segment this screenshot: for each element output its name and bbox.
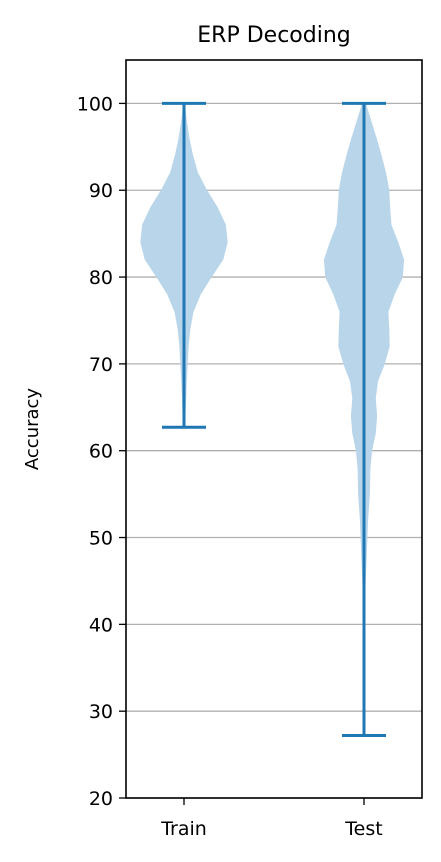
y-tick-label: 80 <box>89 267 113 289</box>
y-tick-label: 40 <box>89 614 113 636</box>
x-tick-label: Test <box>344 818 382 840</box>
x-axis: Train Test <box>160 798 383 840</box>
y-axis-label: Accuracy <box>22 388 43 471</box>
y-tick-label: 20 <box>89 788 113 810</box>
chart-title: ERP Decoding <box>197 23 350 48</box>
y-tick-label: 60 <box>89 441 113 463</box>
y-axis: 20 30 40 50 60 70 80 90 100 <box>77 93 126 810</box>
y-tick-label: 50 <box>89 528 113 550</box>
y-tick-label: 30 <box>89 701 113 723</box>
y-tick-label: 70 <box>89 354 113 376</box>
y-tick-label: 90 <box>89 180 113 202</box>
y-tick-label: 100 <box>77 93 113 115</box>
violin-lines <box>162 101 386 737</box>
x-tick-label: Train <box>160 818 207 840</box>
plot-frame <box>125 59 423 799</box>
